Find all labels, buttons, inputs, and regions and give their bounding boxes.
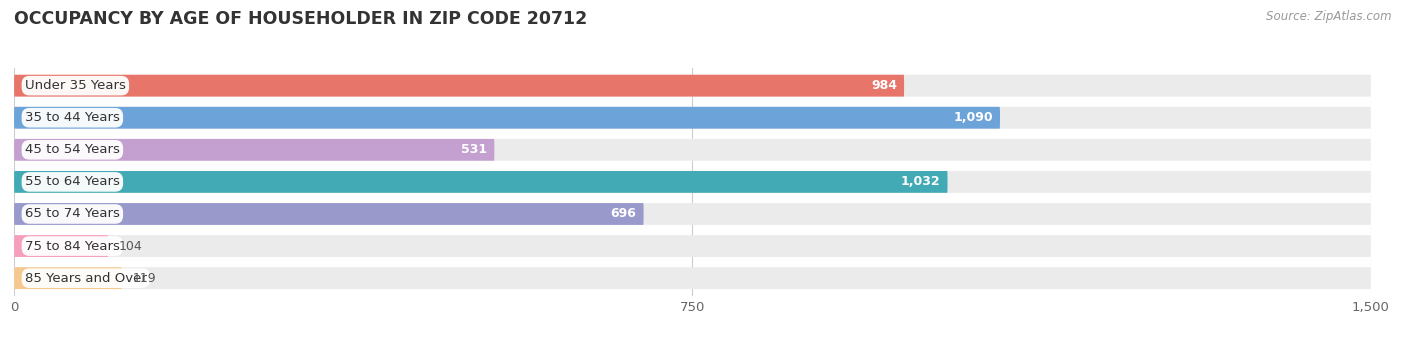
Text: 696: 696	[610, 207, 637, 220]
FancyBboxPatch shape	[14, 107, 1371, 129]
Text: 119: 119	[132, 272, 156, 285]
Text: OCCUPANCY BY AGE OF HOUSEHOLDER IN ZIP CODE 20712: OCCUPANCY BY AGE OF HOUSEHOLDER IN ZIP C…	[14, 10, 588, 28]
FancyBboxPatch shape	[14, 75, 904, 97]
Text: 45 to 54 Years: 45 to 54 Years	[25, 143, 120, 156]
FancyBboxPatch shape	[14, 171, 948, 193]
Text: 984: 984	[870, 79, 897, 92]
Text: 75 to 84 Years: 75 to 84 Years	[25, 240, 120, 253]
Text: 85 Years and Over: 85 Years and Over	[25, 272, 146, 285]
Text: 55 to 64 Years: 55 to 64 Years	[25, 175, 120, 188]
Text: 65 to 74 Years: 65 to 74 Years	[25, 207, 120, 220]
FancyBboxPatch shape	[14, 235, 1371, 257]
FancyBboxPatch shape	[14, 139, 1371, 161]
Text: Under 35 Years: Under 35 Years	[25, 79, 125, 92]
FancyBboxPatch shape	[14, 75, 1371, 97]
FancyBboxPatch shape	[14, 203, 1371, 225]
Text: 531: 531	[461, 143, 486, 156]
FancyBboxPatch shape	[14, 267, 122, 289]
Text: Source: ZipAtlas.com: Source: ZipAtlas.com	[1267, 10, 1392, 23]
Text: 104: 104	[120, 240, 143, 253]
FancyBboxPatch shape	[14, 203, 644, 225]
Text: 1,032: 1,032	[901, 175, 941, 188]
FancyBboxPatch shape	[14, 139, 495, 161]
FancyBboxPatch shape	[14, 107, 1000, 129]
FancyBboxPatch shape	[14, 235, 108, 257]
Text: 35 to 44 Years: 35 to 44 Years	[25, 111, 120, 124]
FancyBboxPatch shape	[14, 267, 1371, 289]
Text: 1,090: 1,090	[953, 111, 993, 124]
FancyBboxPatch shape	[14, 171, 1371, 193]
